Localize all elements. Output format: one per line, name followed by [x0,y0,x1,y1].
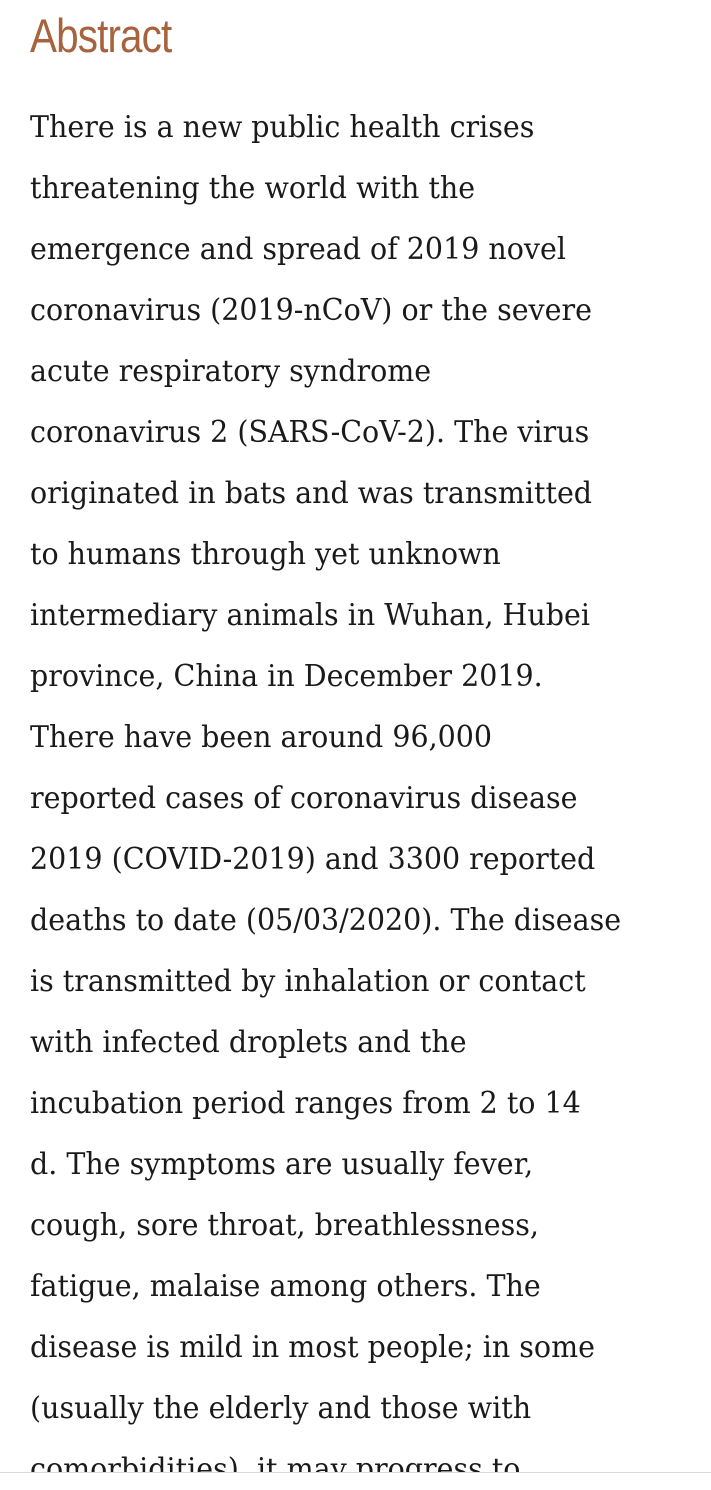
abstract-text: There is a new public health crises thre… [30,97,700,1490]
abstract-line: disease is mild in most people; in some [30,1330,595,1365]
abstract-line: acute respiratory syndrome [30,354,432,389]
abstract-line: emergence and spread of 2019 novel [30,232,566,267]
abstract-line: is transmitted by inhalation or contact [30,964,586,999]
abstract-line: incubation period ranges from 2 to 14 [30,1086,581,1121]
abstract-line: 2019 (COVID-2019) and 3300 reported [30,842,596,877]
abstract-line: intermediary animals in Wuhan, Hubei [30,598,590,633]
abstract-line: threatening the world with the [30,171,476,206]
abstract-line: coronavirus (2019-nCoV) or the severe [30,293,593,328]
abstract-line: There is a new public health crises [30,110,535,145]
abstract-line: coronavirus 2 (SARS-CoV-2). The virus [30,415,590,450]
bottom-bar [0,1472,711,1490]
abstract-line: d. The symptoms are usually fever, [30,1147,534,1182]
section-heading: Abstract [30,9,172,62]
abstract-line: reported cases of coronavirus disease [30,781,578,816]
abstract-line: province, China in December 2019. [30,659,543,694]
abstract-line: cough, sore throat, breathlessness, [30,1208,539,1243]
abstract-line: originated in bats and was transmitted [30,476,593,511]
abstract-line: There have been around 96,000 [30,720,493,755]
abstract-line: fatigue, malaise among others. The [30,1269,541,1304]
abstract-line: (usually the elderly and those with [30,1391,532,1426]
abstract-line: with infected droplets and the [30,1025,467,1060]
abstract-line: deaths to date (05/03/2020). The disease [30,903,622,938]
abstract-line: to humans through yet unknown [30,537,501,572]
